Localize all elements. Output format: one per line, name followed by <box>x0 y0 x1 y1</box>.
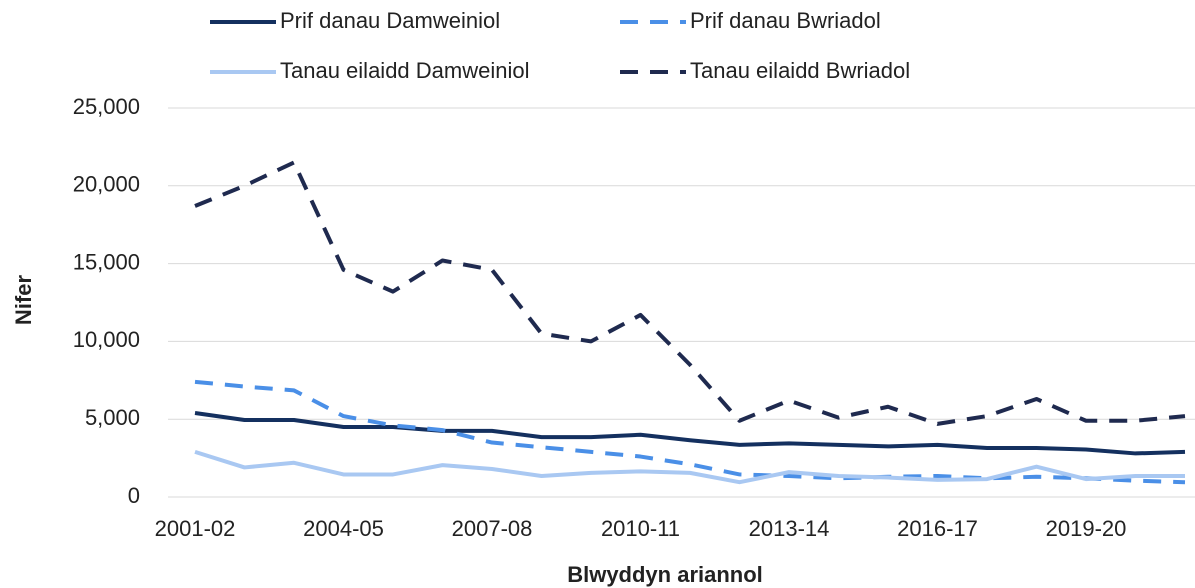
x-tick-label: 2010-11 <box>601 516 680 541</box>
x-tick-label: 2013-14 <box>749 516 830 541</box>
series-line <box>194 160 1186 426</box>
y-tick-label: 10,000 <box>73 327 140 352</box>
x-tick-label: 2019-20 <box>1046 516 1127 541</box>
x-axis-label: Blwyddyn ariannol <box>567 562 763 587</box>
legend-label: Prif danau Bwriadol <box>690 8 881 33</box>
legend-label: Tanau eilaidd Damweiniol <box>280 58 529 83</box>
y-tick-label: 25,000 <box>73 94 140 119</box>
series-line <box>194 449 1185 485</box>
legend-label: Prif danau Damweiniol <box>280 8 500 33</box>
y-tick-label: 0 <box>128 483 140 508</box>
series-line <box>194 410 1186 456</box>
y-tick-label: 20,000 <box>73 172 140 197</box>
x-tick-label: 2016-17 <box>897 516 978 541</box>
y-tick-label: 15,000 <box>73 249 140 274</box>
y-axis-label: Nifer <box>11 275 36 326</box>
x-tick-label: 2004-05 <box>303 516 384 541</box>
x-tick-label: 2001-02 <box>155 516 236 541</box>
y-tick-label: 5,000 <box>85 405 140 430</box>
x-tick-label: 2007-08 <box>452 516 533 541</box>
legend-label: Tanau eilaidd Bwriadol <box>690 58 910 83</box>
